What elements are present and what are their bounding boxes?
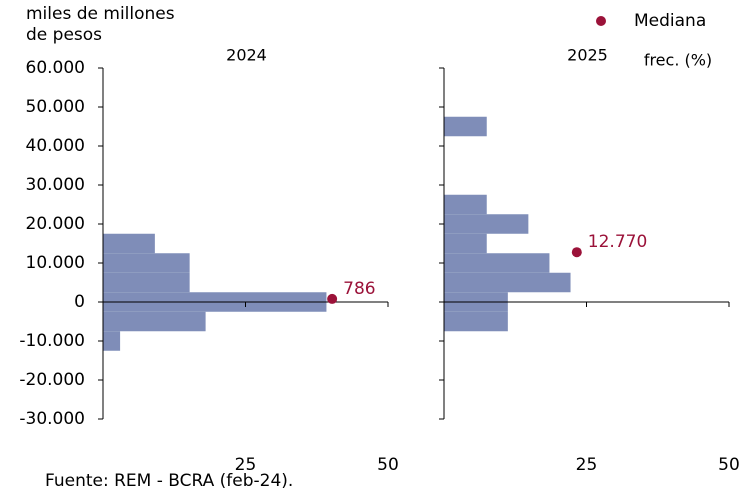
y-tick-label: 60.000 (26, 58, 85, 78)
bar (444, 311, 508, 332)
y-tick-label: -20.000 (19, 370, 85, 390)
panel-title: 2025 (567, 46, 608, 65)
y-tick-label: 30.000 (26, 175, 85, 195)
y-tick-label: 40.000 (26, 136, 85, 156)
y-tick-label: 0 (74, 292, 85, 312)
bar (444, 116, 487, 137)
bar (444, 233, 487, 254)
bar (444, 253, 550, 273)
median-label: 786 (343, 279, 375, 299)
source: Fuente: REM - BCRA (feb-24). (45, 471, 293, 491)
x-tick-label: 25 (235, 455, 257, 475)
bar (444, 194, 487, 215)
median-marker (327, 293, 338, 304)
y-tick-label: 10.000 (26, 253, 85, 273)
y-tick-label: 20.000 (26, 214, 85, 234)
legend-marker (596, 16, 606, 26)
y-tick-label: 50.000 (26, 97, 85, 117)
y-tick-label: -10.000 (19, 331, 85, 351)
x-tick-label: 50 (718, 455, 740, 475)
y-tick-label: -30.000 (19, 409, 85, 429)
bar (103, 233, 155, 254)
x-tick-label: 25 (576, 455, 598, 475)
x-axis-label: frec. (%) (644, 51, 712, 70)
median-label: 12.770 (588, 232, 647, 252)
y-axis-label: miles de millones de pesos (26, 4, 175, 45)
median-marker (571, 247, 582, 258)
panel-title: 2024 (226, 46, 267, 65)
bar (103, 253, 190, 273)
bar (103, 272, 190, 293)
legend-label: Mediana (634, 11, 706, 31)
bar (103, 331, 121, 351)
bar (444, 214, 529, 234)
bar (103, 311, 206, 332)
x-tick-label: 50 (377, 455, 399, 475)
bar (444, 272, 571, 293)
